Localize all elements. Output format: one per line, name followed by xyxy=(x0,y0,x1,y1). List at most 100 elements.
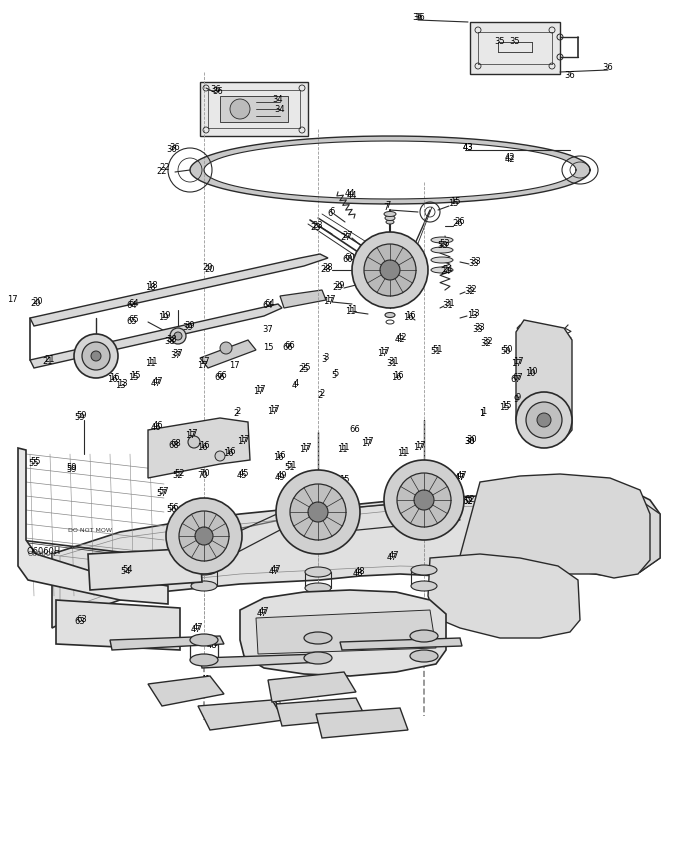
Circle shape xyxy=(74,334,118,378)
Text: 14: 14 xyxy=(90,361,101,371)
Text: 47: 47 xyxy=(258,607,269,617)
Text: 16: 16 xyxy=(391,373,401,383)
Text: 66: 66 xyxy=(283,343,293,353)
Text: 57: 57 xyxy=(156,489,167,499)
Polygon shape xyxy=(148,676,224,706)
Ellipse shape xyxy=(190,634,218,646)
Text: 17: 17 xyxy=(511,359,522,368)
Circle shape xyxy=(308,502,328,522)
Text: 31: 31 xyxy=(445,299,456,309)
Text: 11: 11 xyxy=(337,445,347,454)
Text: 33: 33 xyxy=(469,260,479,268)
Text: 5: 5 xyxy=(331,372,337,380)
Text: 33: 33 xyxy=(473,325,483,335)
Text: 62: 62 xyxy=(462,497,473,507)
Text: 17: 17 xyxy=(255,385,265,395)
Text: 36: 36 xyxy=(169,144,180,152)
Polygon shape xyxy=(428,554,580,638)
Text: 6: 6 xyxy=(329,207,335,217)
Text: 25: 25 xyxy=(415,476,425,484)
Text: 17: 17 xyxy=(185,432,195,440)
Text: 16: 16 xyxy=(109,373,119,383)
Text: 42: 42 xyxy=(395,335,405,345)
Text: 42: 42 xyxy=(505,153,515,163)
Text: 18: 18 xyxy=(145,284,155,292)
Text: 55: 55 xyxy=(31,458,41,466)
Text: DO NOT MOW: DO NOT MOW xyxy=(68,527,112,532)
Text: 17: 17 xyxy=(324,296,335,304)
Ellipse shape xyxy=(305,567,331,577)
Text: 13: 13 xyxy=(115,382,125,390)
Polygon shape xyxy=(200,82,308,136)
Text: 27: 27 xyxy=(343,231,354,241)
Text: 1: 1 xyxy=(481,408,487,416)
Ellipse shape xyxy=(305,583,331,593)
Text: 70: 70 xyxy=(198,471,208,481)
Text: 11: 11 xyxy=(347,305,357,315)
Text: 16: 16 xyxy=(275,452,286,460)
Circle shape xyxy=(384,460,464,540)
Polygon shape xyxy=(148,418,250,478)
Text: 50: 50 xyxy=(500,347,511,357)
Text: 1: 1 xyxy=(479,409,485,419)
Text: 46: 46 xyxy=(153,421,163,431)
Text: 48: 48 xyxy=(209,640,220,648)
Polygon shape xyxy=(52,488,660,628)
Text: 70: 70 xyxy=(200,470,210,478)
Polygon shape xyxy=(316,708,408,738)
Circle shape xyxy=(352,232,428,308)
Text: 11: 11 xyxy=(147,358,157,366)
Text: 17: 17 xyxy=(362,438,373,446)
Circle shape xyxy=(364,244,416,296)
Text: 17: 17 xyxy=(377,349,388,359)
Text: 20: 20 xyxy=(205,266,216,274)
Text: 41: 41 xyxy=(271,703,282,712)
Text: 11: 11 xyxy=(398,447,409,457)
Text: 38: 38 xyxy=(167,335,177,345)
Text: 11: 11 xyxy=(145,359,155,368)
Polygon shape xyxy=(276,698,366,726)
Text: 41: 41 xyxy=(199,678,209,686)
Text: 36: 36 xyxy=(415,14,426,22)
Text: 41: 41 xyxy=(273,702,284,710)
Text: 51: 51 xyxy=(287,462,297,470)
Text: 47: 47 xyxy=(455,474,465,482)
Text: 45: 45 xyxy=(237,471,248,481)
Text: 7: 7 xyxy=(384,204,389,212)
Polygon shape xyxy=(204,141,576,199)
Text: 17: 17 xyxy=(267,408,277,416)
Polygon shape xyxy=(280,290,326,308)
Text: 64: 64 xyxy=(262,302,273,310)
Text: 48: 48 xyxy=(273,655,284,665)
Circle shape xyxy=(290,484,346,540)
Text: 39: 39 xyxy=(183,323,193,333)
Text: 59: 59 xyxy=(75,414,85,422)
Text: 22: 22 xyxy=(160,163,170,173)
Ellipse shape xyxy=(410,630,438,642)
Text: 25: 25 xyxy=(415,476,425,484)
Text: 51: 51 xyxy=(285,464,295,472)
Text: 61: 61 xyxy=(273,624,284,632)
Text: 46: 46 xyxy=(151,423,161,433)
Text: 34: 34 xyxy=(273,95,284,105)
Ellipse shape xyxy=(304,632,332,644)
Text: 53: 53 xyxy=(440,239,450,249)
Polygon shape xyxy=(268,672,356,702)
Text: 23: 23 xyxy=(311,224,322,232)
Text: 53: 53 xyxy=(438,242,448,250)
Text: 3: 3 xyxy=(323,353,328,363)
Text: 49: 49 xyxy=(275,474,285,482)
Text: 24: 24 xyxy=(443,266,454,274)
Polygon shape xyxy=(30,254,328,326)
Text: 33: 33 xyxy=(471,257,481,267)
Circle shape xyxy=(230,99,250,119)
Text: 48: 48 xyxy=(271,658,282,666)
Text: 17: 17 xyxy=(360,439,371,449)
Circle shape xyxy=(380,260,400,280)
Text: 22: 22 xyxy=(157,168,167,176)
Text: 62: 62 xyxy=(464,495,475,505)
Text: 44: 44 xyxy=(347,192,357,200)
Text: 47: 47 xyxy=(256,610,267,618)
Text: 39: 39 xyxy=(185,322,195,330)
Circle shape xyxy=(220,342,232,354)
